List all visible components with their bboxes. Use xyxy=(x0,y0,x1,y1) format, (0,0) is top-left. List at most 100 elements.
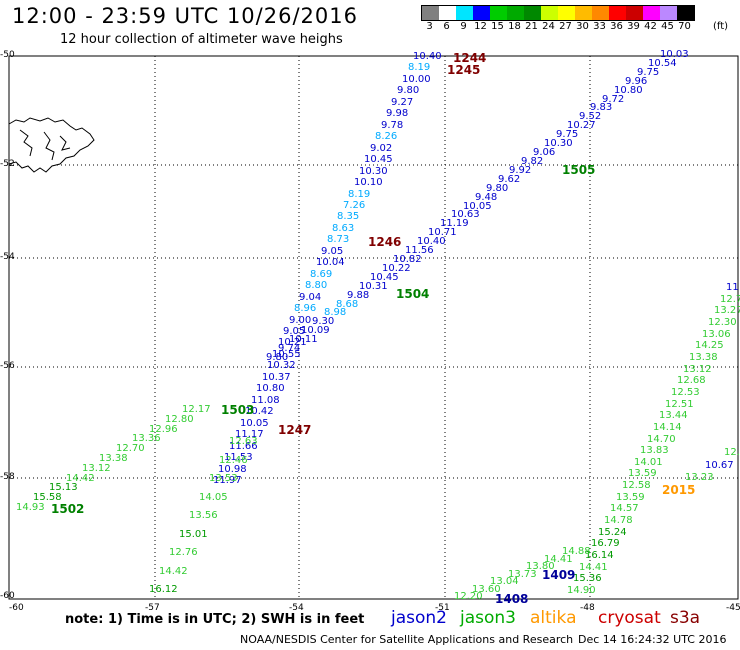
page-title: 12:00 - 23:59 UTC 10/26/2016 xyxy=(12,4,358,28)
wave-height-label: 13.53 xyxy=(209,473,238,484)
wave-height-label: 9.82 xyxy=(521,156,544,167)
wave-height-label: 11.53 xyxy=(224,452,253,463)
map-grid xyxy=(9,56,738,599)
wave-height-label: 9.80 xyxy=(397,85,420,96)
wave-height-label: 16.79 xyxy=(591,538,620,549)
wave-height-label: 13.60 xyxy=(472,584,501,595)
wave-height-label: 13.12 xyxy=(82,463,111,474)
wave-height-label: 12.96 xyxy=(149,424,178,435)
legend-label: 27 xyxy=(559,21,572,32)
legend-swatch xyxy=(456,6,473,20)
wave-height-label: 14.25 xyxy=(695,340,724,351)
pass-number-label: 1409 xyxy=(542,568,576,582)
wave-height-label: 11.08 xyxy=(251,395,280,406)
wave-height-label: 9.05 xyxy=(283,326,306,337)
wave-height-label: 9.27 xyxy=(391,97,414,108)
pass-number-label: 1408 xyxy=(495,592,529,606)
wave-height-label: 13.83 xyxy=(640,445,669,456)
pass-number-label: 1245 xyxy=(447,63,481,77)
wave-height-label: 9.06 xyxy=(533,147,556,158)
wave-height-label: 10.54 xyxy=(648,58,677,69)
wave-height-label: 14.42 xyxy=(159,566,188,577)
wave-height-label: 10.80 xyxy=(256,383,285,394)
wave-height-label: 10.55 xyxy=(272,349,301,360)
wave-height-label: 10.40 xyxy=(413,51,442,62)
wave-height-label: 12.46 xyxy=(219,455,248,466)
wave-height-label: 11.19 xyxy=(440,218,469,229)
wave-height-label: 8.98 xyxy=(324,307,347,318)
legend-swatch xyxy=(626,6,643,20)
wave-height-label: 14.14 xyxy=(653,422,682,433)
wave-height-label: 12.63 xyxy=(229,436,258,447)
wave-height-label: 11 xyxy=(726,282,739,293)
legend-label: 12 xyxy=(474,21,487,32)
wave-height-label: 11.17 xyxy=(235,429,264,440)
pass-number-label: 1247 xyxy=(278,423,312,437)
lat-tick-label: -54 xyxy=(0,252,15,262)
wave-height-label: 14.90 xyxy=(567,585,596,596)
wave-height-label: 8.35 xyxy=(337,211,360,222)
wave-height-label: 13.38 xyxy=(689,352,718,363)
wave-height-label: 12.7 xyxy=(720,294,740,305)
wave-height-label: 9.75 xyxy=(637,67,660,78)
wave-height-label: 9.80 xyxy=(486,183,509,194)
legend-swatch xyxy=(473,6,490,20)
satellite-legend-item: jason3 xyxy=(460,608,516,628)
wave-height-label: 9.96 xyxy=(625,76,648,87)
wave-height-label: 13.12 xyxy=(683,364,712,375)
wave-height-label: 13.23 xyxy=(685,472,714,483)
wave-height-label: 12.58 xyxy=(622,480,651,491)
wave-height-label: 11.56 xyxy=(405,245,434,256)
wave-height-label: 13.06 xyxy=(702,329,731,340)
legend-unit-label: (ft) xyxy=(713,21,729,32)
wave-height-label: 8.73 xyxy=(327,234,350,245)
wave-height-label: 15.36 xyxy=(573,573,602,584)
legend-label: 45 xyxy=(661,21,674,32)
legend-swatch xyxy=(507,6,524,20)
wave-height-label: 12.17 xyxy=(182,404,211,415)
lat-tick-label: -56 xyxy=(0,361,15,371)
legend-swatch xyxy=(592,6,609,20)
legend-label: 33 xyxy=(593,21,606,32)
wave-height-label: 10.30 xyxy=(544,138,573,149)
wave-height-label: 9.02 xyxy=(370,143,393,154)
wave-height-label: 15.24 xyxy=(598,527,627,538)
wave-height-label: 10.21 xyxy=(278,337,307,348)
falkland-islands-landmass xyxy=(8,117,95,173)
wave-height-label: 12.30 xyxy=(708,317,737,328)
wave-height-label: 14.57 xyxy=(610,503,639,514)
wave-height-label: 12.20 xyxy=(454,591,483,602)
lat-tick-label: -50 xyxy=(0,50,15,60)
wave-height-label: 10.40 xyxy=(417,236,446,247)
wave-height-label: 12.53 xyxy=(671,387,700,398)
wave-height-label: 8.96 xyxy=(294,303,317,314)
legend-label: 3 xyxy=(426,21,433,32)
wave-height-label: 14.70 xyxy=(647,434,676,445)
wave-height-label: 10.67 xyxy=(705,460,734,471)
footer-date: Dec 14 16:24:32 UTC 2016 xyxy=(578,633,727,646)
wave-height-label: 13.27 xyxy=(714,305,740,316)
wave-height-label: 12.68 xyxy=(677,375,706,386)
wave-height-label: 13.80 xyxy=(526,561,555,572)
wave-height-label: 10.05 xyxy=(240,418,269,429)
wave-height-label: 8.19 xyxy=(348,189,371,200)
wave-height-label: 9.88 xyxy=(347,290,370,301)
wave-height-label: 9.75 xyxy=(556,129,579,140)
wave-height-label: 8.69 xyxy=(310,269,333,280)
wave-height-label: 13.73 xyxy=(508,569,537,580)
lon-tick-label: -51 xyxy=(435,603,450,613)
legend-swatch xyxy=(677,6,694,20)
wave-height-label: 9.98 xyxy=(386,108,409,119)
wave-height-label: 11.66 xyxy=(229,441,258,452)
pass-number-label: 1502 xyxy=(51,502,85,516)
lon-tick-label: -54 xyxy=(289,603,304,613)
legend-labels: 3 6 9 12 15 18 21 24 27 30 33 36 39 42 45 70 xyxy=(421,21,693,32)
wave-height-label: 10.22 xyxy=(382,263,411,274)
wave-height-label: 15.01 xyxy=(179,529,208,540)
wave-height-label: 9.30 xyxy=(312,316,335,327)
wave-height-label: 7.26 xyxy=(343,200,366,211)
wave-height-label: 11.97 xyxy=(213,475,242,486)
legend-label: 18 xyxy=(508,21,521,32)
